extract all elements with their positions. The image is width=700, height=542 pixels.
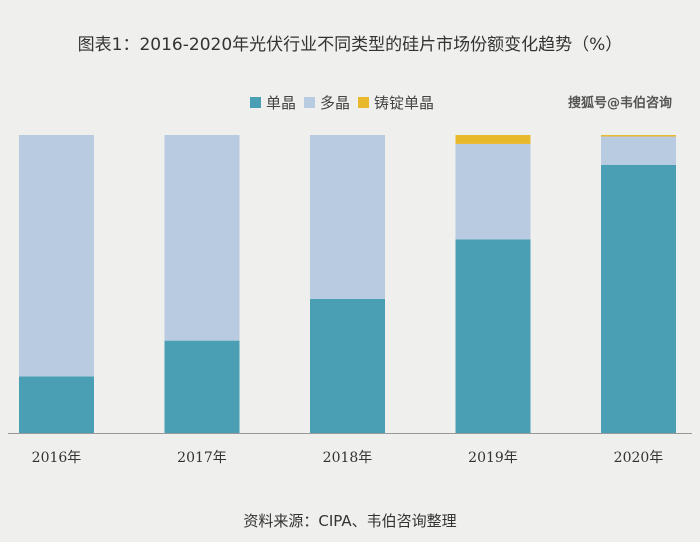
legend-label: 铸锭单晶 (374, 94, 435, 112)
x-tick-label: 2018年 (323, 450, 373, 466)
bar-segment-0-0 (19, 376, 94, 433)
legend-swatch (304, 97, 316, 108)
x-tick-label: 2019年 (468, 450, 518, 466)
legend: 单晶 多晶 铸锭单晶 (250, 92, 434, 113)
legend-swatch (358, 97, 370, 108)
x-tick-label: 2016年 (32, 450, 82, 466)
bar-segment-4-1 (601, 136, 676, 165)
bar-segment-1-0 (164, 340, 240, 433)
chart-title: 图表1：2016-2020年光伏行业不同类型的硅片市场份额变化趋势（%） (77, 35, 623, 55)
legend-item-mono: 单晶 (250, 92, 296, 113)
watermark: 搜狐号@韦伯咨询 (568, 96, 673, 111)
bar-segment-3-2 (455, 135, 531, 144)
bar-segment-2-0 (310, 298, 385, 433)
legend-label: 单晶 (266, 94, 297, 112)
x-tick-label: 2017年 (177, 450, 227, 466)
legend-swatch (250, 97, 261, 108)
x-tick-label: 2020年 (614, 450, 664, 466)
source-note: 资料来源：CIPA、韦伯咨询整理 (243, 512, 457, 530)
legend-item-multi: 多晶 (304, 92, 350, 113)
bar-segment-1-1 (164, 135, 240, 341)
legend-item-cast: 铸锭单晶 (358, 92, 434, 113)
bar-segment-4-2 (601, 135, 676, 137)
bar-segment-4-0 (601, 164, 676, 434)
bar-segment-0-1 (19, 135, 94, 377)
bar-segment-2-1 (310, 135, 385, 299)
bar-segment-3-0 (455, 239, 531, 433)
bar-segment-3-1 (455, 143, 531, 240)
legend-label: 多晶 (320, 94, 351, 112)
